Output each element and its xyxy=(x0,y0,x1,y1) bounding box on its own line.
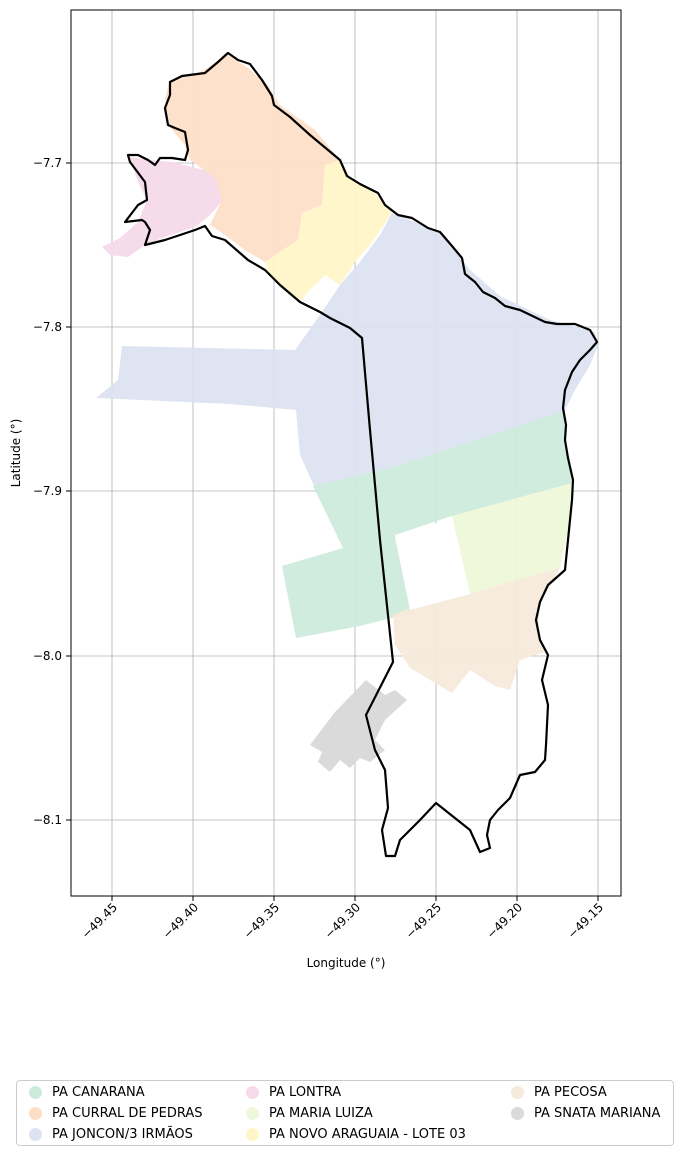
legend-label: PA CURRAL DE PEDRAS xyxy=(52,1106,203,1121)
legend-marker-icon xyxy=(511,1086,524,1099)
y-tick-label: −7.8 xyxy=(33,320,62,334)
legend-item-snata-mariana: PA SNATA MARIANA xyxy=(511,1106,660,1121)
legend-item-canarana: PA CANARANA xyxy=(29,1085,145,1100)
x-tick-label: −49.30 xyxy=(322,900,363,941)
area-pa-lontra xyxy=(102,157,225,257)
x-axis-label: Longitude (°) xyxy=(307,956,386,970)
legend-item-lontra: PA LONTRA xyxy=(246,1085,341,1100)
gap-area xyxy=(395,518,470,610)
legend-marker-icon xyxy=(246,1128,259,1141)
legend-label: PA MARIA LUIZA xyxy=(269,1106,373,1121)
legend-marker-icon xyxy=(246,1086,259,1099)
legend-marker-icon xyxy=(29,1086,42,1099)
legend-label: PA NOVO ARAGUAIA - LOTE 03 xyxy=(269,1127,466,1142)
area-pa-maria-luiza xyxy=(452,483,572,594)
area-pa-snata-mariana xyxy=(310,680,407,772)
legend-label: PA PECOSA xyxy=(534,1085,607,1100)
legend-item-curral: PA CURRAL DE PEDRAS xyxy=(29,1106,203,1121)
legend-marker-icon xyxy=(246,1107,259,1120)
y-tick-label: −8.0 xyxy=(33,649,62,663)
legend-marker-icon xyxy=(29,1107,42,1120)
y-tick-label: −7.7 xyxy=(33,156,62,170)
area-pa-canarana xyxy=(282,412,572,638)
legend-item-novo-araguaia: PA NOVO ARAGUAIA - LOTE 03 xyxy=(246,1127,466,1142)
y-axis-label: Latitude (°) xyxy=(9,419,23,488)
area-pa-joncon xyxy=(96,213,598,488)
area-pa-novo-araguaia xyxy=(265,160,392,302)
y-tick-label: −7.9 xyxy=(33,484,62,498)
x-tick-label: −49.35 xyxy=(241,900,282,941)
legend-item-maria-luiza: PA MARIA LUIZA xyxy=(246,1106,373,1121)
x-tick-label: −49.15 xyxy=(565,900,606,941)
legend-marker-icon xyxy=(511,1107,524,1120)
y-tick-label: −8.1 xyxy=(33,813,62,827)
x-tick-label: −49.45 xyxy=(79,900,120,941)
municipality-boundary xyxy=(123,51,599,858)
legend-label: PA SNATA MARIANA xyxy=(534,1106,661,1121)
legend-label: PA CANARANA xyxy=(52,1085,145,1100)
tick-marks xyxy=(66,162,599,901)
legend-label: PA LONTRA xyxy=(269,1085,342,1100)
axes-frame xyxy=(70,9,622,897)
map-figure: −49.45 −49.40 −49.35 −49.30 −49.25 −49.2… xyxy=(9,9,622,970)
legend-label: PA JONCON/3 IRMÃOS xyxy=(52,1127,193,1142)
x-tick-label: −49.25 xyxy=(403,900,444,941)
legend-marker-icon xyxy=(29,1128,42,1141)
gap-area xyxy=(318,275,340,298)
legend-item-pecosa: PA PECOSA xyxy=(511,1085,607,1100)
area-pa-pecosa xyxy=(393,568,560,693)
area-pa-curral xyxy=(165,55,340,262)
x-tick-label: −49.40 xyxy=(160,900,201,941)
legend-item-joncon: PA JONCON/3 IRMÃOS xyxy=(29,1127,193,1142)
legend: PA CANARANA PA CURRAL DE PEDRAS PA JONCO… xyxy=(16,1080,674,1146)
x-tick-label: −49.20 xyxy=(484,900,525,941)
